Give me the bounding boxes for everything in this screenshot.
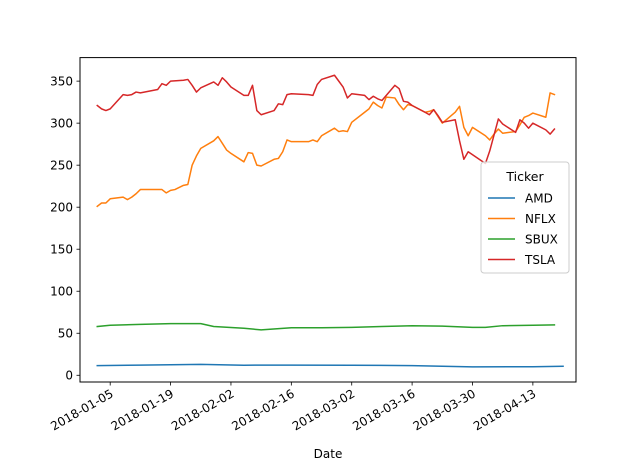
y-tick-label: 300 [50, 116, 73, 130]
legend: Ticker AMD NFLX SBUX TSLA [480, 161, 570, 274]
y-tick-label: 100 [50, 285, 73, 299]
y-tick-label: 350 [50, 74, 73, 88]
y-tick-label: 50 [58, 327, 73, 341]
legend-label-nflx: NFLX [525, 212, 556, 226]
legend-box [480, 161, 570, 274]
series-line-amd [96, 363, 564, 368]
series-line-tsla [96, 74, 556, 165]
series-layer [96, 74, 564, 368]
legend-label-sbux: SBUX [525, 232, 558, 246]
y-tick-label: 200 [50, 200, 73, 214]
legend-label-amd: AMD [525, 191, 553, 205]
y-tick-label: 250 [50, 158, 73, 172]
x-axis-label: Date [314, 447, 343, 461]
legend-title: Ticker [505, 169, 544, 184]
legend-entries: AMD NFLX SBUX TSLA [488, 191, 558, 267]
y-tick-label: 150 [50, 243, 73, 257]
series-line-sbux [96, 322, 556, 331]
series-line-nflx [96, 92, 556, 208]
y-axis: 0 50 100 150 200 250 300 350 [50, 74, 80, 383]
plot-frame [79, 57, 577, 383]
y-tick-label: 0 [65, 369, 73, 383]
legend-label-tsla: TSLA [524, 253, 556, 267]
